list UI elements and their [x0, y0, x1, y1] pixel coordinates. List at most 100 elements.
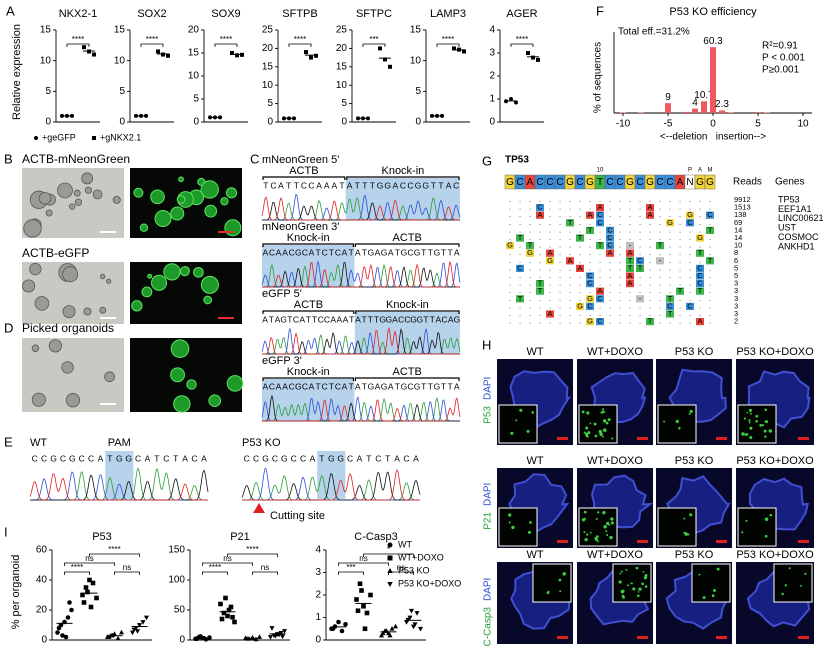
organoid [154, 209, 172, 227]
read-count: 5 [734, 263, 738, 272]
scale-bar [716, 437, 727, 440]
data-point [417, 626, 424, 632]
signal-dot [595, 517, 598, 520]
column-header: Genes [775, 177, 804, 188]
signal-dot [511, 525, 515, 530]
counterstain-label: DAPI [483, 377, 494, 400]
signal-dot [632, 587, 636, 591]
data-point [201, 635, 207, 641]
organoid [141, 286, 153, 298]
read-count: 6 [734, 256, 738, 265]
organoid [22, 279, 36, 293]
data-point [339, 628, 345, 634]
organoid [48, 339, 62, 353]
bar [755, 112, 761, 113]
signal-dot [519, 408, 523, 412]
organoid [133, 187, 144, 198]
data-point [166, 53, 170, 58]
signal-dot [588, 432, 591, 434]
scale-bar [637, 636, 648, 639]
signal-dot [745, 519, 748, 522]
signal-dot [765, 420, 769, 424]
data-point [228, 604, 234, 610]
data-point [136, 623, 143, 628]
chart-title: LAMP3 [430, 8, 466, 20]
variant-row: .T......GC...-..T.... [509, 294, 711, 303]
condition-label: WT+DOXO [587, 346, 643, 358]
organoid [226, 375, 244, 392]
significance-label: **** [108, 545, 120, 554]
data-point [63, 634, 69, 640]
panel-letter: B [4, 151, 13, 166]
read-count: 5 [734, 271, 738, 280]
data-point [509, 97, 513, 101]
scale-bar [557, 636, 568, 639]
signal-dot [627, 584, 630, 587]
variant-row: ....G.A.....TC.-....T [509, 256, 713, 265]
significance-label: **** [294, 35, 306, 44]
data-point [230, 614, 235, 620]
data-point [361, 116, 365, 121]
mutation-box [706, 257, 714, 265]
signal-dot [764, 534, 768, 538]
data-point [83, 585, 89, 590]
data-point [408, 608, 415, 614]
organoid [225, 187, 238, 199]
condition-label: P53 KO [675, 346, 714, 358]
signal-dot [583, 431, 586, 434]
signal-dot [620, 570, 623, 573]
segment-label: ACTB [393, 366, 422, 378]
data-point [87, 49, 91, 54]
significance-bracket [227, 553, 278, 557]
mutation-box [666, 302, 674, 310]
reference-sequence: GCACCCGCGTCCGCGCCANGG [506, 177, 714, 188]
data-point [380, 630, 386, 636]
organoid [150, 189, 165, 205]
signal-dot [711, 594, 715, 598]
y-tick-label: 4 [489, 25, 495, 36]
y-tick-label: 2 [489, 71, 495, 82]
data-point [109, 632, 116, 638]
read-count: 2 [734, 317, 738, 326]
data-point [304, 50, 308, 55]
signal-dot [638, 587, 642, 591]
data-point [364, 610, 370, 616]
data-point [457, 47, 461, 52]
y-tick-label: 20 [188, 25, 200, 36]
bar [620, 112, 626, 113]
mutation-box [536, 280, 544, 288]
inset [498, 404, 538, 444]
segment-bar [346, 176, 460, 180]
panel-letter: C [250, 151, 259, 166]
signal-dot [603, 525, 607, 529]
inset [532, 563, 572, 603]
signal-dot [804, 572, 807, 575]
gene-title: TP53 [505, 155, 529, 166]
sequence: ATTTGGACCGGTTAC [347, 180, 460, 190]
mutation-box [686, 302, 694, 310]
mutation-box [626, 242, 634, 250]
legend-label: P53 KO+DOXO [398, 578, 461, 588]
significance-label: **** [246, 545, 258, 554]
data-point [56, 625, 62, 631]
legend-label: P53 KO [398, 565, 430, 575]
signal-dot [586, 533, 589, 536]
annotation: P < 0.001 [762, 53, 805, 64]
significance-label: ns [223, 554, 231, 563]
data-point [430, 113, 434, 118]
y-tick-label: 15 [40, 25, 52, 36]
segment-bar [354, 377, 460, 381]
y-tick-label: 5 [119, 86, 125, 97]
y-tick-label: 1 [315, 612, 321, 623]
significance-bracket [114, 571, 140, 575]
sequence: ATTTGGACCGGTTACAG [355, 314, 460, 324]
significance-bracket [362, 43, 386, 47]
organoid [106, 278, 112, 284]
data-point [356, 116, 360, 121]
pam-label: M [708, 168, 713, 174]
data-point [218, 115, 222, 120]
signal-dot [749, 412, 752, 415]
read-count: 3 [734, 286, 738, 295]
data-point [269, 626, 275, 631]
organoid [29, 262, 42, 276]
